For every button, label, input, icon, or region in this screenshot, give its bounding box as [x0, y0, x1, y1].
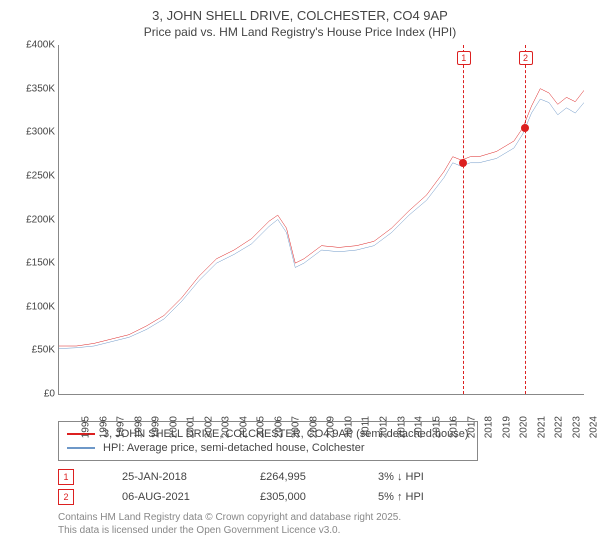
y-tick-label: £100K: [13, 301, 55, 312]
annotation-marker: 2: [519, 51, 533, 65]
x-tick-label: 1995: [80, 416, 91, 438]
transaction-price: £264,995: [260, 471, 330, 483]
x-tick-label: 1997: [115, 416, 126, 438]
annotation-line: [463, 45, 464, 394]
series-price_paid: [59, 89, 584, 346]
x-tick-label: 2003: [221, 416, 232, 438]
transaction-pct: 3% ↓ HPI: [378, 471, 424, 483]
x-tick-label: 1996: [98, 416, 109, 438]
transaction-row: 1 25-JAN-2018 £264,995 3% ↓ HPI: [58, 469, 584, 485]
x-tick-label: 2015: [431, 416, 442, 438]
x-tick-label: 2004: [238, 416, 249, 438]
chart-svg: [59, 45, 584, 394]
x-tick-label: 2006: [273, 416, 284, 438]
legend-label: HPI: Average price, semi-detached house,…: [103, 442, 365, 454]
y-tick-label: £300K: [13, 127, 55, 138]
footer-line-1: Contains HM Land Registry data © Crown c…: [58, 511, 584, 524]
x-tick-label: 2013: [396, 416, 407, 438]
y-tick-label: £350K: [13, 83, 55, 94]
x-tick-label: 2005: [256, 416, 267, 438]
annotation-line: [525, 45, 526, 394]
y-tick-label: £250K: [13, 170, 55, 181]
x-tick-label: 1998: [133, 416, 144, 438]
series-hpi: [59, 99, 584, 349]
transaction-row: 2 06-AUG-2021 £305,000 5% ↑ HPI: [58, 489, 584, 505]
x-tick-label: 2020: [519, 416, 530, 438]
y-tick-label: £200K: [13, 214, 55, 225]
sale-dot: [521, 124, 529, 132]
x-tick-label: 2008: [308, 416, 319, 438]
chart-title-2: Price paid vs. HM Land Registry's House …: [16, 25, 584, 39]
chart-container: 3, JOHN SHELL DRIVE, COLCHESTER, CO4 9AP…: [0, 0, 600, 560]
chart-title-1: 3, JOHN SHELL DRIVE, COLCHESTER, CO4 9AP: [16, 8, 584, 23]
transaction-marker: 2: [58, 489, 74, 505]
y-tick-label: £400K: [13, 40, 55, 51]
transaction-date: 25-JAN-2018: [122, 471, 212, 483]
plot-area: £0£50K£100K£150K£200K£250K£300K£350K£400…: [58, 45, 584, 395]
x-tick-label: 2010: [343, 416, 354, 438]
x-tick-label: 2002: [203, 416, 214, 438]
annotation-marker: 1: [457, 51, 471, 65]
footer: Contains HM Land Registry data © Crown c…: [58, 511, 584, 537]
x-tick-label: 2017: [466, 416, 477, 438]
x-tick-label: 2024: [589, 416, 600, 438]
x-tick-label: 2021: [536, 416, 547, 438]
transactions: 1 25-JAN-2018 £264,995 3% ↓ HPI 2 06-AUG-2021…: [58, 469, 584, 505]
x-tick-label: 2012: [378, 416, 389, 438]
transaction-date: 06-AUG-2021: [122, 491, 212, 503]
x-tick-label: 2023: [571, 416, 582, 438]
x-tick-label: 2014: [413, 416, 424, 438]
x-tick-label: 2019: [501, 416, 512, 438]
sale-dot: [459, 159, 467, 167]
x-tick-label: 2018: [484, 416, 495, 438]
transaction-marker: 1: [58, 469, 74, 485]
chart-area: £0£50K£100K£150K£200K£250K£300K£350K£400…: [58, 45, 584, 415]
x-tick-label: 2000: [168, 416, 179, 438]
y-tick-label: £50K: [13, 345, 55, 356]
x-tick-label: 2001: [185, 416, 196, 438]
legend-swatch: [67, 447, 95, 449]
y-tick-label: £0: [13, 389, 55, 400]
transaction-pct: 5% ↑ HPI: [378, 491, 424, 503]
x-tick-label: 2007: [291, 416, 302, 438]
footer-line-2: This data is licensed under the Open Gov…: [58, 524, 584, 537]
legend-item: 3, JOHN SHELL DRIVE, COLCHESTER, CO4 9AP…: [67, 428, 469, 440]
x-tick-label: 2016: [448, 416, 459, 438]
x-tick-label: 2009: [326, 416, 337, 438]
x-tick-label: 2011: [360, 416, 371, 438]
x-tick-label: 2022: [554, 416, 565, 438]
y-tick-label: £150K: [13, 258, 55, 269]
transaction-price: £305,000: [260, 491, 330, 503]
legend-item: HPI: Average price, semi-detached house,…: [67, 442, 469, 454]
x-tick-label: 1999: [150, 416, 161, 438]
